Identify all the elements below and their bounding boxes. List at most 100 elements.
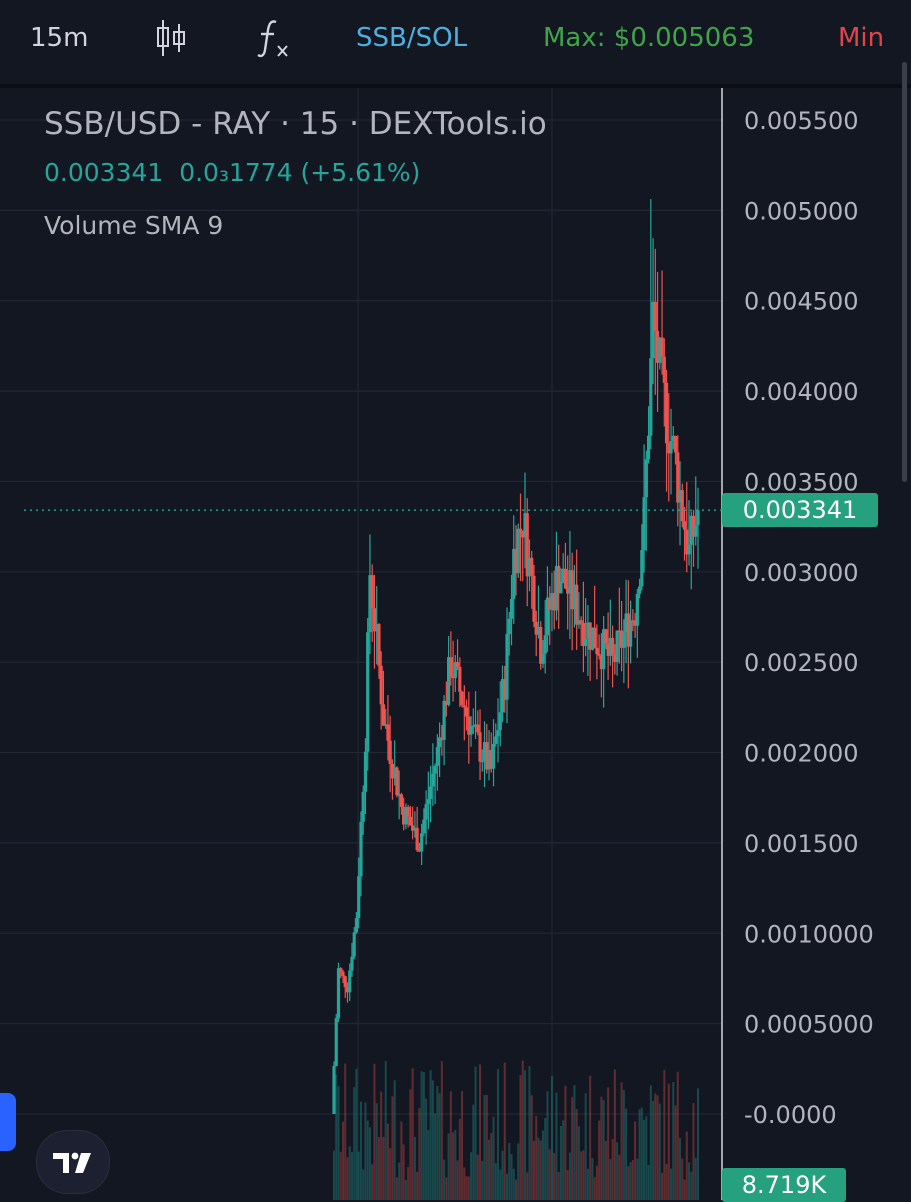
volume-bar [443,1159,446,1200]
candle-body [377,624,381,666]
candle-body [397,794,401,796]
volume-bar [404,1179,407,1200]
candle-body [512,548,516,599]
candle-body [363,751,368,792]
volume-bar [604,1140,607,1200]
volume-bar [681,1158,684,1200]
volume-bar [629,1162,632,1200]
candle-body [350,956,354,971]
drawing-toolbar-handle[interactable] [0,1093,16,1151]
volume-bar [386,1123,389,1200]
price-axis-tick-label: 0.003000 [744,559,859,587]
pair-selector[interactable]: SSB/SOL [356,23,468,53]
volume-bar [371,1164,374,1200]
volume-bar [622,1089,625,1200]
volume-bar [625,1108,628,1200]
candle-body [635,593,639,626]
volume-bar [672,1082,675,1200]
volume-bar [679,1137,682,1200]
candle-body [516,528,520,574]
candle-body [687,544,691,555]
candle-body [557,565,561,594]
volume-bar [434,1113,437,1200]
candle-body [417,850,421,852]
candle-body [550,592,554,610]
volume-bar [559,1125,562,1200]
volume-bar [607,1087,610,1200]
candle-body [435,747,439,766]
candle-body [429,786,433,800]
candle-body [482,742,487,761]
price-axis-tick-label: 0.004000 [744,378,859,406]
volume-bar [420,1071,423,1200]
volume-bar [447,1133,450,1200]
volume-bar [589,1075,592,1200]
volume-bar [627,1166,630,1200]
volume-bar [656,1095,659,1200]
candle-body [633,620,637,626]
candle-body [388,740,392,764]
candle-body [480,760,484,763]
volume-bar [638,1109,641,1200]
candle-body [366,632,370,752]
volume-bar [436,1086,439,1200]
price-axis-tick-label: 0.004500 [744,288,859,316]
candles-icon[interactable] [154,18,188,68]
volume-bar [600,1096,603,1200]
price-chart[interactable]: 0.005500 0.005000 0.004500 0.004000 0.003500… [0,88,911,1200]
volume-bar [366,1120,369,1200]
candle-body [505,633,509,700]
candle-body [458,666,462,692]
candle-body [611,637,615,655]
volume-bar [497,1069,500,1200]
volume-bar [550,1076,553,1200]
volume-bar [499,1169,502,1200]
candle-body [608,637,612,656]
candle-body [451,676,455,679]
candle-body [424,804,428,820]
candle-body [669,441,673,454]
candle-body [395,767,399,796]
volume-bar [586,1168,589,1200]
candle-body [615,630,619,662]
candle-body [491,743,496,769]
volume-bar [582,1150,585,1200]
interval-selector[interactable]: 15m [30,23,89,53]
candle-body [685,529,689,555]
price-axis-tick-label: 0.005000 [744,197,859,225]
volume-bar [595,1165,598,1200]
volume-bar [647,1165,650,1200]
price-axis-tick-label: 0.005500 [744,107,859,135]
volume-bar [676,1071,679,1200]
volume-bar [476,1154,479,1200]
volume-bar [566,1169,569,1200]
scrollbar[interactable] [902,62,907,482]
candle-body [415,827,419,851]
candle-body [554,565,559,611]
candle-body [588,622,592,650]
tradingview-logo [36,1130,110,1194]
candle-body [503,679,507,700]
volume-bar [456,1160,459,1200]
volume-bar [557,1171,560,1200]
volume-bar [382,1136,385,1200]
function-icon[interactable] [254,16,294,70]
candle-body [487,750,491,770]
volume-bar [341,1121,344,1200]
candle-body [563,568,568,589]
candle-body [386,724,390,741]
candle-body [444,700,448,705]
volume-bar [562,1120,565,1200]
volume-bar [350,1152,353,1200]
candle-body [507,618,511,634]
volume-bar [481,1160,484,1200]
chart-toolbar: 15m SSB/SOL Max: $0.005063 Min [0,0,911,78]
candle-body [514,548,518,574]
candle-body [408,816,412,826]
candle-body [368,575,372,633]
volume-bar [490,1133,493,1200]
volume-bar [452,1132,455,1200]
volume-bar [690,1171,693,1200]
volume-bar [344,1063,347,1200]
volume-bar [692,1102,695,1200]
